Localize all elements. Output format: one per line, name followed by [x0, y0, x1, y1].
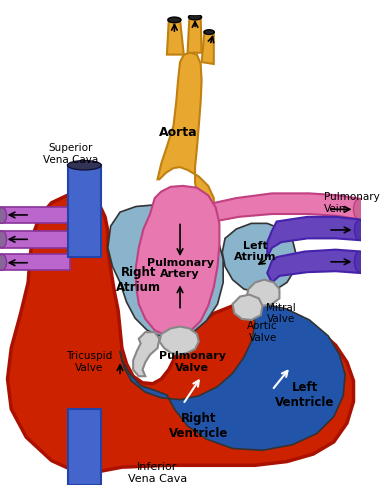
- Polygon shape: [267, 217, 361, 257]
- Polygon shape: [222, 223, 296, 293]
- Polygon shape: [136, 186, 219, 336]
- Polygon shape: [133, 332, 159, 376]
- Polygon shape: [267, 249, 361, 283]
- Text: Superior
Vena Cava: Superior Vena Cava: [43, 143, 98, 165]
- Ellipse shape: [189, 14, 202, 20]
- Ellipse shape: [204, 30, 214, 35]
- Polygon shape: [167, 20, 184, 55]
- Text: Right
Ventricle: Right Ventricle: [169, 412, 228, 440]
- Text: Aorta: Aorta: [159, 126, 198, 139]
- Ellipse shape: [0, 231, 7, 248]
- Text: Pulmonary
Artery: Pulmonary Artery: [147, 258, 214, 279]
- Ellipse shape: [355, 220, 364, 240]
- Polygon shape: [159, 327, 199, 355]
- Polygon shape: [67, 409, 101, 485]
- Polygon shape: [157, 53, 214, 217]
- Ellipse shape: [67, 160, 101, 170]
- Text: Mitral
Valve: Mitral Valve: [266, 303, 296, 324]
- Polygon shape: [108, 204, 223, 338]
- Ellipse shape: [0, 255, 7, 270]
- Text: Right
Atrium: Right Atrium: [116, 266, 161, 294]
- Ellipse shape: [353, 199, 365, 219]
- Polygon shape: [233, 295, 263, 320]
- Text: Pulmonary
Vein: Pulmonary Vein: [323, 192, 379, 213]
- Text: Aortic
Valve: Aortic Valve: [247, 321, 278, 343]
- Ellipse shape: [168, 17, 181, 23]
- Text: Tricuspid
Valve: Tricuspid Valve: [66, 351, 112, 373]
- Polygon shape: [67, 165, 101, 257]
- Text: Inferior
Vena Cava: Inferior Vena Cava: [128, 462, 187, 483]
- Polygon shape: [120, 304, 345, 450]
- Ellipse shape: [355, 252, 364, 272]
- Polygon shape: [206, 193, 361, 221]
- Polygon shape: [0, 207, 70, 223]
- Text: Left
Ventricle: Left Ventricle: [275, 381, 335, 409]
- Polygon shape: [247, 280, 280, 306]
- Polygon shape: [187, 17, 202, 53]
- Polygon shape: [7, 195, 353, 474]
- Polygon shape: [202, 32, 214, 64]
- Ellipse shape: [0, 207, 7, 223]
- Text: Left
Atrium: Left Atrium: [234, 240, 276, 263]
- Polygon shape: [0, 231, 70, 248]
- Text: Pulmonary
Valve: Pulmonary Valve: [159, 351, 226, 373]
- Polygon shape: [0, 255, 70, 270]
